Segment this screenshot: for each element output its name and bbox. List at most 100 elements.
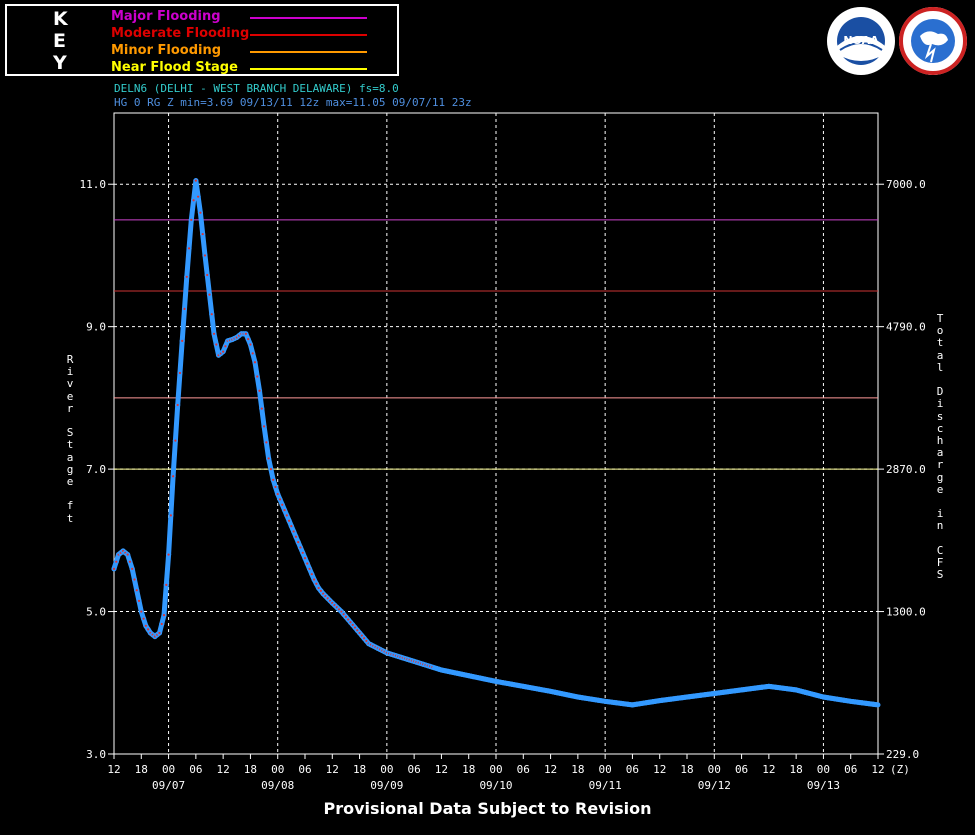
- stage-point-marker: [199, 211, 202, 214]
- x-tick-label: 12: [762, 763, 775, 776]
- stage-point-marker: [276, 492, 279, 496]
- stage-point-marker: [365, 639, 368, 643]
- stage-point-marker: [167, 553, 170, 556]
- x-tick-label: 06: [298, 763, 311, 776]
- stage-point-marker: [251, 352, 254, 355]
- stage-point-marker: [112, 567, 116, 570]
- stage-point-marker: [310, 573, 313, 576]
- stage-point-marker: [265, 441, 268, 444]
- stage-point-marker: [147, 628, 150, 631]
- stage-point-marker: [283, 508, 286, 512]
- flood-stage-lines: [114, 219, 878, 470]
- x-date-label: 09/13: [807, 779, 840, 792]
- stage-point-marker: [306, 562, 309, 565]
- key-label-moderate: Moderate Flooding: [111, 26, 250, 41]
- x-date-label: 09/11: [589, 779, 622, 792]
- stage-point-marker: [140, 610, 143, 613]
- station-title: DELN6 (DELHI - WEST BRANCH DELAWARE) fs=…: [114, 82, 399, 95]
- provisional-notice: Provisional Data Subject to Revision: [323, 799, 652, 818]
- noaa-logo: NOAA: [826, 6, 896, 76]
- y-tick-label: 3.0: [86, 748, 106, 761]
- stage-point-marker: [210, 313, 213, 316]
- stage-point-marker: [317, 586, 320, 590]
- y2-tick-label: 4790.0: [886, 321, 926, 334]
- y-axis-label: R i v e r S t a g e f t: [66, 353, 74, 525]
- stage-point: [873, 701, 879, 708]
- stage-point-marker: [142, 617, 145, 620]
- stage-point-marker: [353, 626, 357, 629]
- x-tick-label: 00: [817, 763, 830, 776]
- x-tick-label: 06: [517, 763, 530, 776]
- stage-point-marker: [208, 293, 211, 296]
- x-tick-label: 12: [107, 763, 120, 776]
- stage-point-marker: [212, 332, 216, 335]
- stage-point-marker: [187, 247, 191, 250]
- stage-point-marker: [197, 195, 200, 198]
- stage-point-marker: [356, 629, 359, 632]
- stage-point-marker: [215, 343, 218, 346]
- stage-point-marker: [351, 623, 354, 627]
- stage-point-marker: [194, 179, 197, 182]
- x-tick-label: 06: [408, 763, 421, 776]
- stage-point-marker: [144, 624, 147, 627]
- stage-point-marker: [158, 631, 161, 635]
- stage-point-marker: [256, 375, 259, 378]
- x-unit-label: (Z): [890, 763, 910, 776]
- x-tick-label: 18: [462, 763, 475, 776]
- x-tick-label: 00: [380, 763, 393, 776]
- stage-point-marker: [290, 524, 293, 528]
- x-tick-label: 00: [271, 763, 284, 776]
- x-tick-label: 12: [435, 763, 448, 776]
- stage-point-marker: [301, 551, 304, 554]
- stage-point-marker: [247, 338, 250, 341]
- stage-point-marker: [292, 530, 295, 533]
- stage-point-marker: [267, 457, 270, 460]
- stage-point-marker: [253, 361, 257, 364]
- stage-point-marker: [176, 403, 179, 407]
- x-tick-label: 06: [626, 763, 639, 776]
- stage-point-marker: [165, 583, 168, 586]
- y-tick-label: 11.0: [80, 178, 107, 191]
- stage-point-marker: [244, 332, 247, 335]
- stage-point-marker: [315, 582, 318, 585]
- y-tick-label: 9.0: [86, 321, 106, 334]
- stage-point-marker: [281, 503, 284, 506]
- stage-point-marker: [222, 350, 225, 353]
- x-tick-label: 18: [135, 763, 148, 776]
- stage-point-marker: [294, 535, 298, 538]
- stage-point-marker: [340, 610, 343, 613]
- y2-tick-label: 1300.0: [886, 606, 926, 619]
- stage-point-marker: [260, 407, 263, 410]
- stage-point-marker: [285, 514, 288, 517]
- y2-tick-label: 7000.0: [886, 178, 926, 191]
- x-tick-label: 00: [489, 763, 502, 776]
- x-date-label: 09/12: [698, 779, 731, 792]
- stage-point-marker: [344, 615, 348, 618]
- stage-point-marker: [274, 485, 277, 489]
- y2-axis-label: T o t a l D i s c h a r g e i n C F S: [936, 312, 944, 582]
- stage-point-marker: [128, 560, 132, 563]
- nws-logo: [898, 6, 968, 76]
- stage-series: [111, 178, 881, 708]
- x-tick-label: 18: [571, 763, 584, 776]
- x-tick-label: 00: [162, 763, 175, 776]
- stage-point-marker: [126, 553, 129, 556]
- x-tick-label: 06: [844, 763, 857, 776]
- stage-point-marker: [172, 475, 175, 478]
- stage-point-marker: [169, 514, 172, 517]
- key-line-minor: [250, 51, 367, 53]
- x-date-label: 09/10: [479, 779, 512, 792]
- stage-point-marker: [272, 478, 275, 481]
- x-tick-label: 06: [735, 763, 748, 776]
- stage-point-marker: [303, 557, 307, 560]
- stage-point-marker: [162, 614, 166, 617]
- stage-point-marker: [203, 254, 207, 257]
- x-tick-label: 18: [353, 763, 366, 776]
- stage-point-marker: [201, 232, 204, 236]
- stage-point-marker: [258, 389, 261, 392]
- axes: 3.0 229.0 5.0 1300.0 7.0 2870.0 9.0 4790.0 11.0 7…: [80, 178, 926, 792]
- stage-point-marker: [299, 546, 302, 549]
- stage-point-marker: [137, 599, 141, 602]
- stage-point-marker: [224, 345, 227, 348]
